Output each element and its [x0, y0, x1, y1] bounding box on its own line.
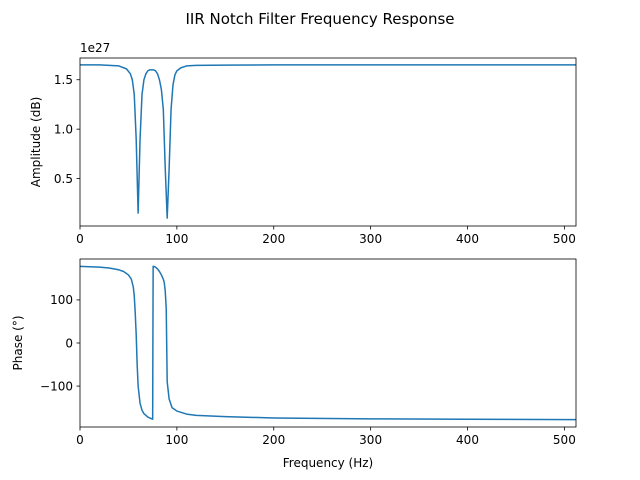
axis-offset-label: 1e27 — [80, 41, 110, 55]
y-axis-label: Amplitude (dB) — [29, 97, 43, 188]
x-tick-label: 400 — [456, 433, 479, 447]
x-tick-label: 0 — [76, 433, 84, 447]
x-tick-label: 0 — [76, 232, 84, 246]
amplitude-panel: 0 100 200 300 400 500 0.5 1.0 1.5 Amplitude (dB) 1… — [29, 41, 577, 246]
x-tick-label: 200 — [262, 433, 285, 447]
x-tick-label: 100 — [165, 433, 188, 447]
figure-title: IIR Notch Filter Frequency Response — [185, 10, 454, 28]
x-tick-label: 300 — [359, 433, 382, 447]
axes-frame — [79, 258, 577, 428]
x-tick-label: 500 — [553, 433, 576, 447]
x-axis-label: Frequency (Hz) — [283, 456, 374, 470]
y-tick-label: 0 — [65, 336, 73, 350]
y-tick-label: 100 — [50, 293, 73, 307]
y-tick-label: 1.5 — [54, 73, 73, 87]
y-axis-label: Phase (°) — [11, 315, 25, 370]
x-tick-label: 300 — [359, 232, 382, 246]
x-tick-label: 500 — [553, 232, 576, 246]
y-tick-label: 1.0 — [54, 122, 73, 136]
y-tick-label: −100 — [40, 379, 73, 393]
x-tick-label: 400 — [456, 232, 479, 246]
series-line — [80, 64, 576, 219]
series-line — [79, 265, 577, 421]
x-tick-label: 100 — [165, 232, 188, 246]
y-tick-label: 0.5 — [54, 172, 73, 186]
x-tick-label: 200 — [262, 232, 285, 246]
phase-panel: 0 100 200 300 400 500 −100 0 100 Phase (°) Frequen… — [11, 258, 577, 470]
axes-frame — [79, 57, 577, 227]
